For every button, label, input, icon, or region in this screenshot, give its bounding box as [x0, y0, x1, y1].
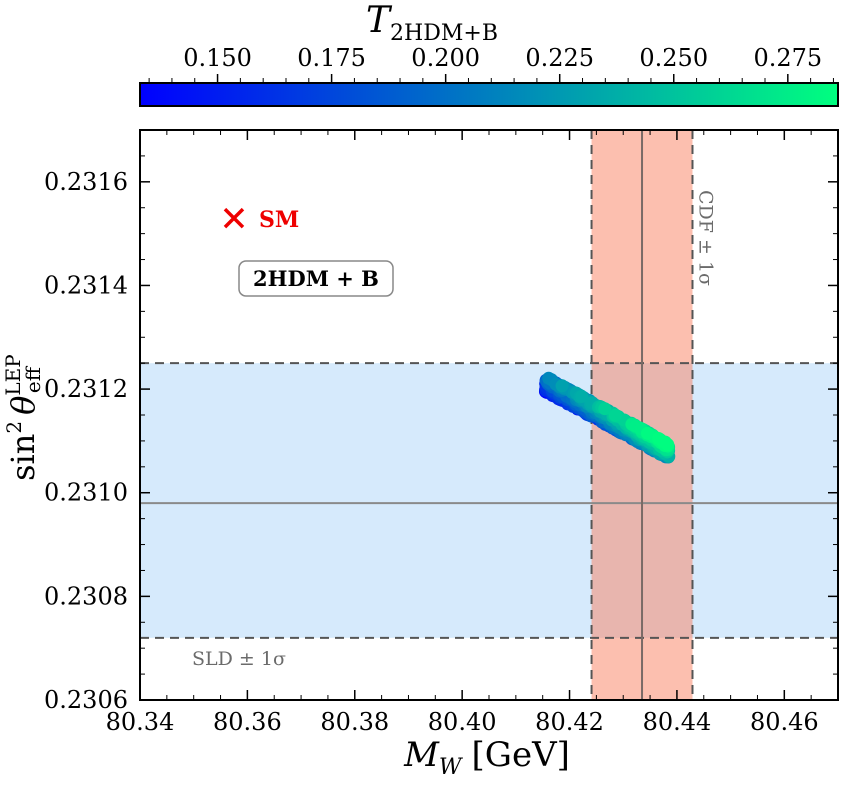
colorbar-tick-label: 0.175	[297, 44, 366, 72]
sm-marker	[223, 207, 245, 229]
x-tick-label: 80.42	[535, 708, 604, 736]
sm-marker-stroke	[223, 207, 245, 229]
colorbar: 0.150 0.175 0.200 0.225 0.250 0.275 T2HDM+B	[139, 0, 839, 107]
colorbar-tick-label: 0.275	[753, 44, 822, 72]
colorbar-title: T2HDM+B	[366, 0, 498, 46]
y-tick-label: 0.2306	[44, 686, 128, 714]
sld-band-label: SLD ± 1σ	[192, 648, 286, 670]
colorbar-gradient	[139, 82, 839, 107]
colorbar-tick-label: 0.200	[411, 44, 480, 72]
x-tick-label: 80.46	[750, 708, 819, 736]
y-tick-label: 0.2314	[44, 271, 128, 299]
scatter-point	[598, 402, 612, 416]
x-ticks: 80.34 80.36 80.38 80.40 80.42 80.44 80.46	[106, 130, 819, 736]
scatter-point	[656, 435, 670, 449]
model-annotation: 2HDM + B	[253, 266, 379, 291]
scatter-points	[538, 371, 676, 464]
colorbar-tick-label: 0.225	[525, 44, 594, 72]
y-tick-label: 0.2312	[44, 375, 128, 403]
y-ticks: 0.2306 0.2308 0.2310 0.2312 0.2314 0.2316	[44, 155, 838, 714]
scatter-point	[555, 379, 569, 393]
sm-label: SM	[259, 207, 299, 233]
y-tick-label: 0.2308	[44, 582, 128, 610]
x-tick-label: 80.40	[428, 708, 497, 736]
model-annotation-box	[238, 260, 394, 297]
colorbar-tick-label: 0.150	[183, 44, 252, 72]
y-axis-label: sin2θLEPeff	[1, 355, 45, 481]
scatter-point	[575, 389, 589, 403]
x-tick-label: 80.44	[643, 708, 712, 736]
plot-area	[140, 130, 838, 700]
colorbar-ticks: 0.150 0.175 0.200 0.225 0.250 0.275	[148, 44, 834, 83]
scatter-point	[641, 426, 655, 440]
x-tick-label: 80.36	[213, 708, 282, 736]
x-tick-label: 80.38	[320, 708, 389, 736]
scatter-point	[608, 408, 622, 422]
sld-band	[140, 363, 838, 638]
y-tick-label: 0.2316	[44, 168, 128, 196]
colorbar-tick-label: 0.250	[639, 44, 708, 72]
y-tick-label: 0.2310	[44, 479, 128, 507]
x-tick-label: 80.34	[106, 708, 175, 736]
cdf-band-label: CDF ± 1σ	[694, 190, 716, 286]
x-axis-label: MW [GeV]	[403, 735, 570, 780]
